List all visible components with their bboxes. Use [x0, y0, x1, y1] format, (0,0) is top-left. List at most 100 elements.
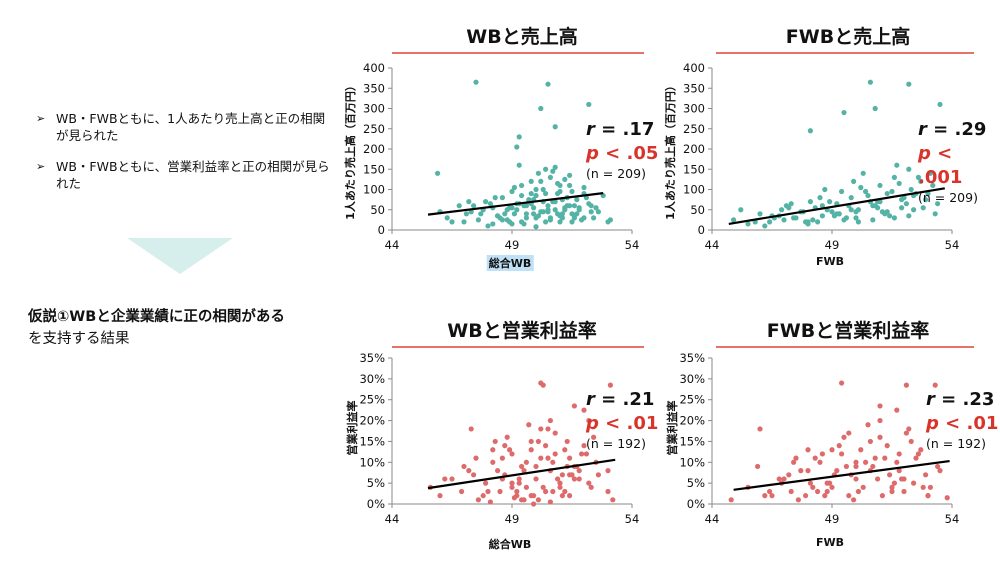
data-point — [860, 170, 866, 176]
data-point — [463, 211, 469, 217]
data-point — [552, 199, 558, 205]
trend-line — [427, 458, 616, 490]
p-value: p < .01 — [926, 413, 999, 434]
data-point — [788, 488, 794, 495]
data-point — [559, 493, 565, 499]
data-point — [591, 434, 597, 440]
data-point — [605, 468, 611, 474]
correlation-stats: r = .29 p < .001 (n = 209) — [918, 118, 1000, 206]
data-point — [511, 211, 517, 217]
finding-text: WB・FWBともに、1人あたり売上高と正の相関が見られた — [56, 111, 326, 143]
r-number: .23 — [962, 389, 995, 410]
data-point — [571, 476, 577, 482]
finding-item: ➢ WB・FWBともに、1人あたり売上高と正の相関が見られた — [36, 110, 336, 144]
data-point — [807, 480, 813, 486]
data-point — [786, 205, 792, 211]
data-point — [903, 382, 909, 388]
r-number: .21 — [622, 389, 655, 410]
data-point — [468, 426, 474, 432]
y-tick-label: 250 — [683, 122, 705, 136]
data-point — [793, 455, 799, 461]
chart-panel-wb-margin: WBと営業利益率 営業利益率 0% 5% 10% 15% 20% 25% 30% 35% 44 4… — [340, 316, 680, 556]
y-tick-label: 250 — [363, 122, 385, 136]
data-point — [502, 211, 508, 217]
data-point — [475, 217, 481, 223]
data-point — [480, 493, 486, 499]
trend-line — [728, 187, 945, 226]
data-point — [911, 207, 917, 213]
data-point — [487, 201, 493, 207]
data-point — [543, 166, 549, 172]
data-point — [935, 463, 941, 470]
data-point — [516, 162, 522, 168]
data-point — [509, 451, 515, 457]
data-point — [841, 109, 847, 116]
x-tick-label: 44 — [705, 238, 720, 252]
data-point — [855, 219, 861, 225]
y-tick-label: 35% — [679, 351, 705, 365]
p-number: < .01 — [605, 413, 659, 434]
data-point — [538, 105, 544, 112]
data-point — [853, 476, 859, 482]
data-point — [509, 480, 515, 486]
data-point — [483, 480, 489, 486]
data-point — [550, 168, 556, 174]
data-point — [507, 205, 513, 211]
data-point — [509, 188, 515, 195]
data-point — [908, 438, 914, 445]
data-point — [504, 217, 510, 223]
data-point — [810, 484, 816, 490]
scatter-plot: 0 50 100 150 200 250 300 350 400 44 49 54 — [683, 61, 959, 252]
data-point — [555, 476, 561, 482]
data-point — [937, 101, 943, 108]
data-point — [884, 443, 890, 449]
data-point — [511, 184, 517, 191]
trend-line — [733, 459, 950, 491]
x-tick-label: 44 — [385, 512, 400, 526]
data-point — [843, 215, 849, 221]
data-point — [547, 499, 553, 505]
data-point — [523, 203, 529, 209]
data-point — [540, 382, 546, 388]
data-point — [509, 484, 515, 490]
data-point — [562, 488, 568, 495]
data-point — [492, 195, 498, 201]
data-point — [550, 459, 556, 465]
correlation-stats: r = .23 p < .01 (n = 192) — [926, 388, 998, 452]
data-point — [817, 459, 823, 465]
hypothesis-title: 仮説①WBと企業業績に正の相関がある — [28, 309, 285, 325]
data-point — [571, 203, 577, 209]
data-point — [555, 211, 561, 217]
p-value: p < .01 — [586, 413, 659, 434]
data-point — [896, 468, 902, 474]
x-axis-label: FWB — [815, 536, 845, 549]
data-point — [932, 211, 938, 217]
data-point — [932, 382, 938, 388]
data-point — [807, 199, 813, 205]
data-point — [485, 223, 491, 229]
data-point — [535, 170, 541, 176]
data-point — [923, 197, 929, 203]
data-point — [927, 170, 933, 176]
data-point — [829, 447, 835, 453]
data-point — [507, 447, 513, 453]
r-value: r = .23 — [926, 389, 995, 410]
data-point — [853, 463, 859, 470]
r-value: r = .29 — [918, 119, 987, 140]
data-point — [547, 174, 553, 180]
data-point — [514, 488, 520, 495]
data-point — [466, 199, 472, 205]
y-tick-label: 150 — [683, 162, 705, 176]
data-point — [555, 180, 561, 187]
data-point — [839, 451, 845, 457]
data-point — [492, 438, 498, 445]
data-point — [848, 195, 854, 201]
data-point — [906, 166, 912, 172]
y-tick-label: 30% — [359, 372, 385, 386]
data-point — [920, 484, 926, 490]
data-point — [884, 190, 890, 197]
data-point — [846, 430, 852, 436]
data-point — [891, 480, 897, 486]
data-point — [728, 497, 734, 503]
data-point — [901, 488, 907, 495]
